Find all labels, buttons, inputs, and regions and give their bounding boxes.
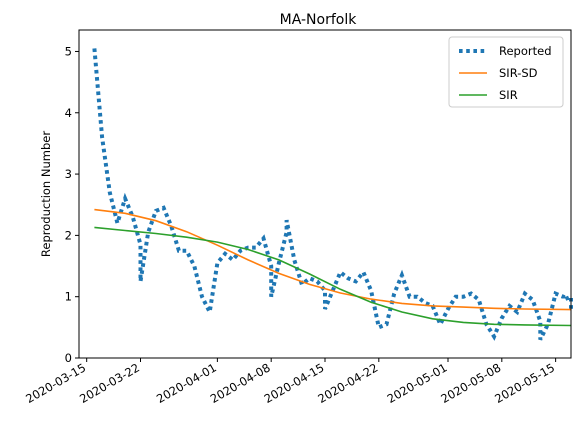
series-line-sir-sd: [94, 208, 572, 311]
chart-title: MA-Norfolk: [280, 12, 358, 28]
y-tick-label: 0: [65, 351, 72, 365]
x-tick-label: 2020-05-15: [492, 360, 557, 406]
x-tick-label: 2020-03-15: [23, 360, 88, 406]
series-line-reported: [92, 48, 573, 341]
x-tick-label: 2020-05-01: [385, 360, 450, 406]
legend-label-reported: Reported: [499, 44, 552, 58]
x-tick-label: 2020-04-22: [315, 360, 380, 406]
y-tick-label: 5: [65, 44, 72, 58]
y-axis-label: Reproduction Number: [39, 131, 53, 257]
x-tick-label: 2020-04-01: [154, 360, 219, 406]
y-tick-label: 4: [65, 106, 72, 120]
x-tick-label: 2020-04-08: [208, 360, 273, 406]
x-tick-label: 2020-05-08: [438, 360, 503, 406]
x-tick-label: 2020-04-15: [262, 360, 327, 406]
y-tick-label: 3: [65, 167, 72, 181]
legend-label-sir: SIR: [499, 88, 518, 102]
legend-label-sir-sd: SIR-SD: [499, 66, 538, 80]
y-tick-label: 1: [65, 290, 72, 304]
x-tick-label: 2020-03-22: [77, 360, 142, 406]
legend-box: [448, 36, 564, 108]
y-tick-label: 2: [65, 228, 72, 242]
series-layer: [92, 48, 573, 341]
legend: Reported SIR-SD SIR: [448, 36, 564, 108]
series-line-sir: [94, 226, 572, 327]
